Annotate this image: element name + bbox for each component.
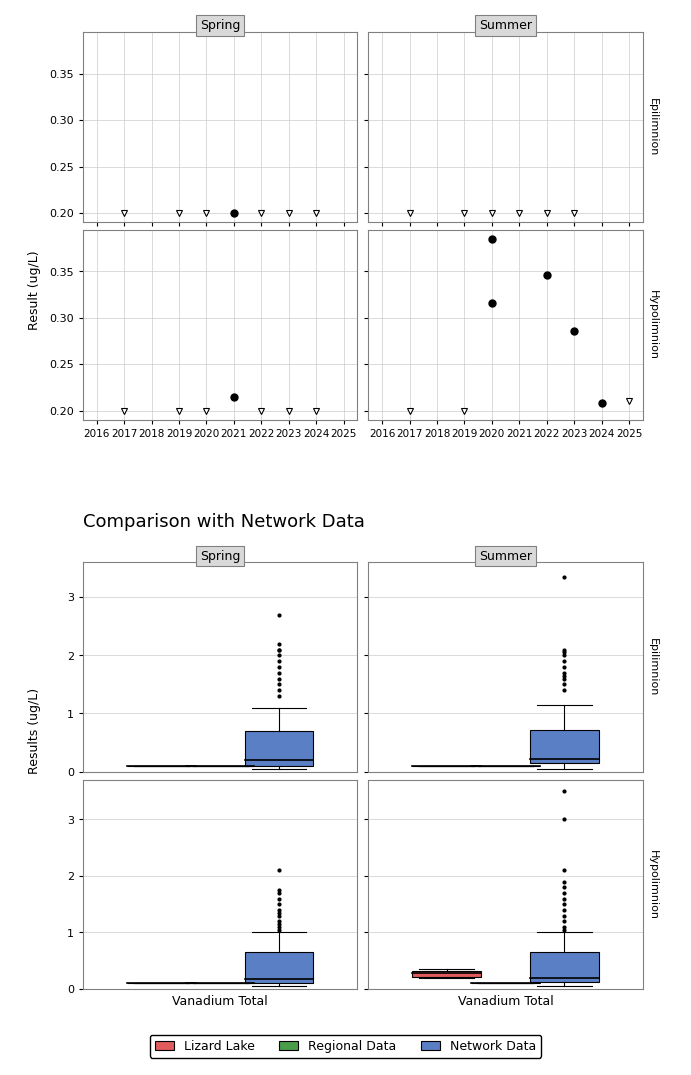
- Title: Summer: Summer: [479, 19, 532, 32]
- Text: Hypolimnion: Hypolimnion: [648, 290, 658, 360]
- Text: Epilimnion: Epilimnion: [648, 637, 658, 697]
- Bar: [530, 952, 598, 983]
- Title: Spring: Spring: [200, 549, 240, 562]
- Title: Spring: Spring: [200, 19, 240, 32]
- Title: Summer: Summer: [479, 549, 532, 562]
- Bar: [245, 731, 313, 765]
- Text: Results (ug/L): Results (ug/L): [28, 688, 41, 774]
- Text: Vanadium Total: Vanadium Total: [83, 0, 221, 3]
- Legend: Lizard Lake, Regional Data, Network Data: Lizard Lake, Regional Data, Network Data: [150, 1035, 541, 1058]
- X-axis label: Vanadium Total: Vanadium Total: [457, 994, 553, 1007]
- X-axis label: Vanadium Total: Vanadium Total: [172, 994, 268, 1007]
- Text: Result (ug/L): Result (ug/L): [28, 250, 41, 330]
- Text: Comparison with Network Data: Comparison with Network Data: [83, 513, 365, 531]
- Text: Hypolimnion: Hypolimnion: [648, 849, 658, 919]
- Bar: [413, 971, 481, 976]
- Bar: [245, 952, 313, 984]
- Text: Epilimnion: Epilimnion: [648, 98, 658, 157]
- Bar: [530, 730, 598, 763]
